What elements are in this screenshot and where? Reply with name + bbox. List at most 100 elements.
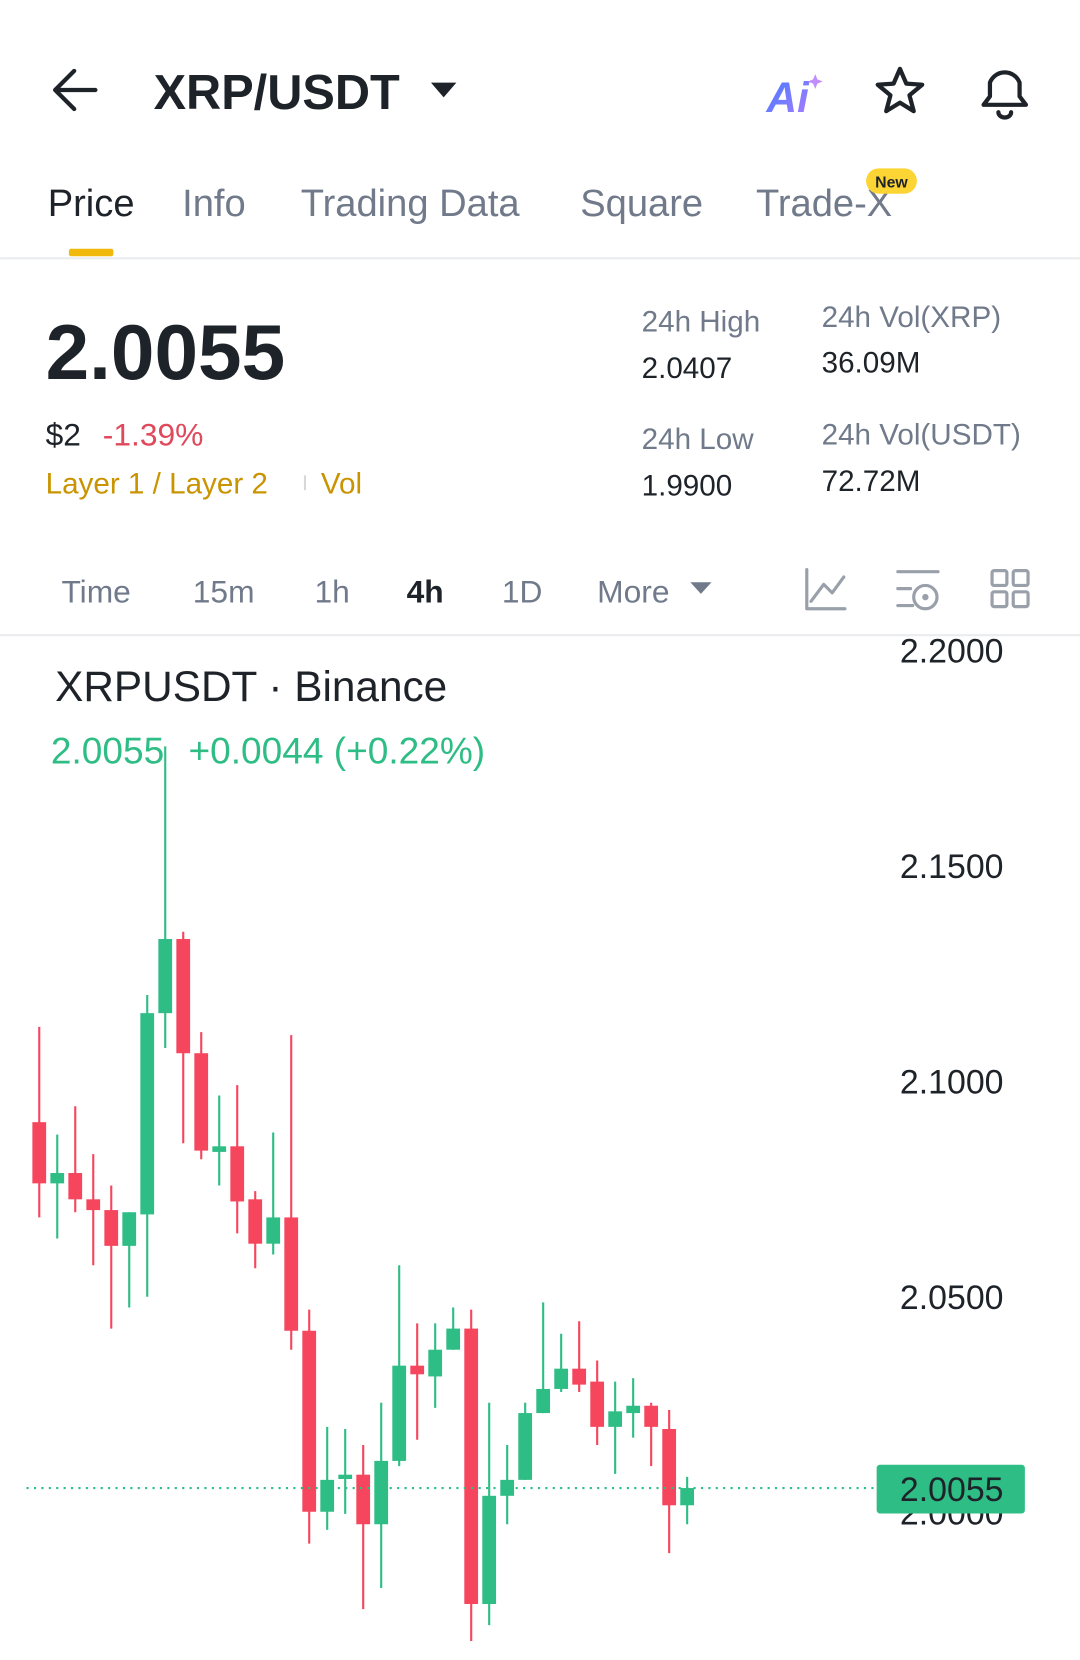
interval-option[interactable]: 1D: [502, 573, 543, 609]
candle-body: [626, 1405, 641, 1414]
candle-body: [212, 1146, 227, 1152]
candle-body: [284, 1217, 299, 1331]
pair-dropdown[interactable]: [430, 82, 457, 98]
tag[interactable]: Vol: [321, 467, 362, 500]
candle-body: [104, 1210, 119, 1246]
candle-body: [572, 1368, 587, 1385]
settings-gear: [912, 583, 939, 611]
y-tick-label: 2.2000: [900, 633, 1004, 671]
stat-value: 72.72M: [822, 465, 921, 498]
candle-body: [158, 939, 173, 1014]
candle-body: [662, 1429, 677, 1506]
settings-lines: [896, 570, 940, 608]
candle-body: [194, 1053, 209, 1151]
last-price-tag: [876, 1464, 1025, 1514]
interval-bar: Time 15m 1h 4h 1D More: [61, 573, 669, 609]
candle-body: [68, 1173, 83, 1200]
interval-option[interactable]: 1h: [315, 573, 350, 609]
candle-body: [338, 1474, 353, 1480]
interval-option[interactable]: 4h: [407, 573, 444, 609]
candle-body: [608, 1411, 623, 1427]
tag[interactable]: Layer 1 / Layer 2: [46, 467, 268, 500]
tab[interactable]: Trading Data: [301, 183, 521, 225]
candle-body: [266, 1217, 281, 1244]
candle-body: [644, 1405, 659, 1427]
candle-body: [302, 1330, 317, 1512]
usd-price: $2: [46, 417, 81, 453]
candle-body: [392, 1365, 407, 1461]
candle-body: [410, 1365, 425, 1375]
candle-body: [32, 1122, 47, 1184]
legend-change: +0.0044 (+0.22%): [189, 729, 486, 771]
y-tick-label: 2.1500: [900, 848, 1004, 886]
interval-option[interactable]: Time: [61, 573, 130, 609]
candle-body: [176, 939, 191, 1054]
candle-body: [464, 1328, 479, 1604]
stat-label: 24h High: [642, 305, 761, 338]
tab[interactable]: Info: [182, 183, 246, 225]
stat-value: 2.0407: [642, 352, 733, 385]
last-price-label: 2.0055: [900, 1471, 1004, 1509]
ai-sparkle: [807, 74, 823, 89]
new-badge: [866, 168, 917, 194]
candle-body: [590, 1381, 605, 1427]
settings-icon[interactable]: [896, 570, 940, 611]
tab-bar: Price Info Trading Data Square Trade-X: [48, 183, 893, 225]
candle-body: [320, 1479, 335, 1512]
candle-body: [50, 1173, 65, 1184]
back-icon: [53, 68, 98, 112]
settings-dot: [922, 593, 929, 601]
tab[interactable]: Price: [48, 183, 135, 225]
candle-body: [536, 1388, 551, 1414]
y-tick-label: 2.1000: [900, 1064, 1004, 1102]
alert-icon[interactable]: [981, 70, 1029, 120]
interval-option[interactable]: More: [597, 573, 669, 609]
candle-body: [230, 1146, 245, 1202]
stat-value: 36.09M: [822, 347, 921, 380]
grid-cell: [990, 590, 1009, 609]
stat-label: 24h Low: [642, 423, 755, 456]
chart-title: XRPUSDT · Binance: [55, 663, 447, 710]
last-price: 2.0055: [46, 308, 286, 396]
back-button[interactable]: [53, 68, 98, 112]
stat-value: 1.9900: [642, 469, 733, 502]
grid-cell: [990, 569, 1009, 588]
candle-body: [122, 1212, 137, 1246]
price-change: -1.39%: [103, 417, 204, 453]
stat-label: 24h Vol(USDT): [822, 419, 1021, 452]
candle-body: [428, 1349, 443, 1377]
favorite-icon[interactable]: [875, 66, 925, 114]
candle-body: [356, 1474, 371, 1525]
layout-icon[interactable]: [990, 569, 1030, 609]
y-tick-label: 2.0500: [900, 1279, 1004, 1317]
indicator-icon[interactable]: [805, 567, 847, 611]
bell-clapper: [996, 110, 1014, 120]
candle-body: [482, 1495, 497, 1604]
candle-body: [248, 1199, 263, 1244]
candle-body: [86, 1199, 101, 1211]
candle-body: [680, 1488, 695, 1506]
tab[interactable]: Trade-X: [756, 183, 892, 225]
candle-body: [374, 1460, 389, 1525]
tab[interactable]: Square: [580, 183, 703, 225]
active-tab-indicator: [68, 248, 114, 257]
candle-body: [518, 1413, 533, 1480]
candle-body: [500, 1479, 515, 1496]
line-icon: [805, 567, 847, 611]
candle-body: [446, 1328, 461, 1350]
grid-cell: [1011, 569, 1030, 588]
ai-button[interactable]: Ai: [766, 74, 811, 121]
interval-option[interactable]: 15m: [193, 573, 255, 609]
stat-label: 24h Vol(XRP): [822, 301, 1002, 334]
candle-body: [140, 1013, 155, 1215]
candle-body: [554, 1368, 569, 1389]
pair-title[interactable]: XRP/USDT: [154, 66, 400, 120]
new-badge-text: New: [875, 174, 908, 191]
more-dropdown[interactable]: [690, 582, 712, 594]
legend-price: 2.0055: [51, 729, 164, 771]
grid-cell: [1011, 590, 1030, 609]
bell-body: [981, 70, 1029, 107]
